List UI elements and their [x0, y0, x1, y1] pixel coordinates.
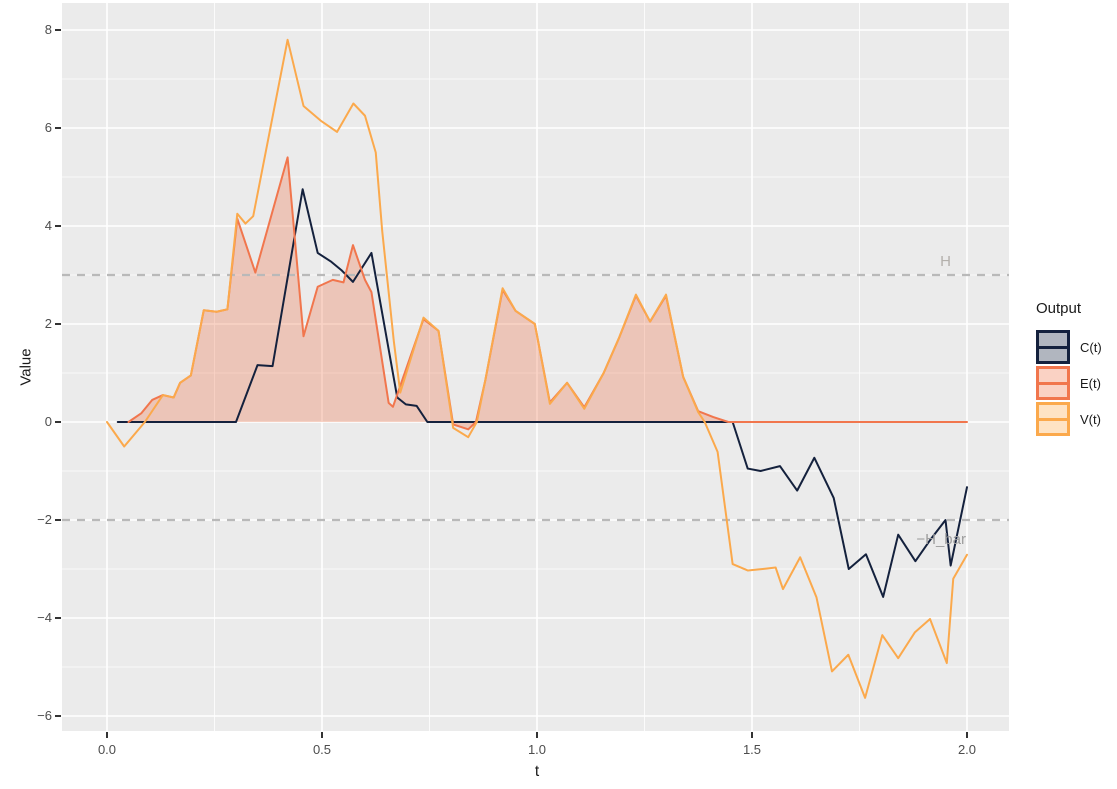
y-tick-mark [55, 715, 61, 717]
panel-background [62, 3, 1009, 731]
y-tick-label: 2 [44, 316, 52, 331]
threshold-label: H [940, 253, 951, 270]
x-tick-label: 0.5 [312, 742, 332, 757]
x-tick-mark [536, 732, 538, 738]
y-tick-label: −6 [37, 708, 52, 723]
legend-item-label: C(t) [1080, 339, 1102, 355]
x-tick-mark [321, 732, 323, 738]
y-tick-mark [55, 421, 61, 423]
legend-item-E(t): E(t) [1036, 366, 1102, 400]
legend-key-swatch [1036, 330, 1070, 364]
threshold-label: −H_bar [916, 531, 966, 548]
x-tick-label: 0.0 [97, 742, 117, 757]
y-tick-mark [55, 323, 61, 325]
legend-item-V(t): V(t) [1036, 402, 1102, 436]
x-tick-mark [106, 732, 108, 738]
legend-title: Output [1036, 300, 1082, 317]
legend-items: C(t) E(t) V(t) [1036, 330, 1102, 436]
x-tick-label: 2.0 [957, 742, 977, 757]
y-tick-mark [55, 617, 61, 619]
area-fill-E(t) [128, 157, 967, 430]
x-tick-label: 1.5 [742, 742, 762, 757]
y-tick-label: 8 [44, 22, 52, 37]
x-axis-title: t [534, 763, 540, 780]
legend-key-line [1039, 345, 1067, 349]
x-tick-mark [751, 732, 753, 738]
series-line-V(t) [106, 38, 968, 699]
y-tick-mark [55, 127, 61, 129]
y-tick-mark [55, 29, 61, 31]
y-tick-label: 4 [44, 218, 52, 233]
y-tick-mark [55, 519, 61, 521]
x-tick-mark [966, 732, 968, 738]
y-tick-label: 6 [44, 120, 52, 135]
chart-canvas: H −H_bar [62, 3, 1009, 731]
series-line-C(t) [116, 188, 968, 598]
x-tick-label: 1.0 [527, 742, 547, 757]
y-tick-mark [55, 225, 61, 227]
legend-item-label: V(t) [1080, 411, 1101, 427]
y-axis-title: Value [17, 348, 35, 386]
legend-key-swatch [1036, 402, 1070, 436]
legend-item-C(t): C(t) [1036, 330, 1102, 364]
y-tick-label: 0 [44, 414, 52, 429]
legend-key-line [1039, 381, 1067, 385]
plot-panel: H −H_bar [62, 3, 1009, 731]
legend-key-swatch [1036, 366, 1070, 400]
legend-item-label: E(t) [1080, 375, 1101, 391]
y-tick-label: −4 [37, 610, 52, 625]
legend: Output C(t) E(t) V(t) [1036, 300, 1102, 438]
y-tick-label: −2 [37, 512, 52, 527]
legend-key-line [1039, 417, 1067, 421]
